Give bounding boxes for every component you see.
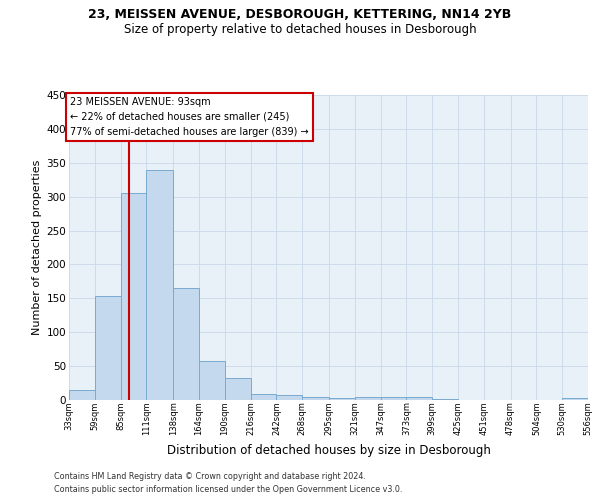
Bar	[95, 296, 121, 400]
Bar	[146, 170, 173, 400]
X-axis label: Distribution of detached houses by size in Desborough: Distribution of detached houses by size …	[167, 444, 490, 456]
Bar	[432, 398, 458, 400]
Bar	[380, 396, 406, 400]
Bar	[121, 194, 146, 400]
Text: Size of property relative to detached houses in Desborough: Size of property relative to detached ho…	[124, 22, 476, 36]
Bar	[173, 288, 199, 400]
Bar	[302, 396, 329, 400]
Bar	[355, 396, 380, 400]
Bar	[225, 378, 251, 400]
Text: Contains public sector information licensed under the Open Government Licence v3: Contains public sector information licen…	[54, 485, 403, 494]
Text: 23 MEISSEN AVENUE: 93sqm
← 22% of detached houses are smaller (245)
77% of semi-: 23 MEISSEN AVENUE: 93sqm ← 22% of detach…	[70, 97, 308, 136]
Text: Contains HM Land Registry data © Crown copyright and database right 2024.: Contains HM Land Registry data © Crown c…	[54, 472, 366, 481]
Bar	[69, 390, 95, 400]
Bar	[562, 398, 588, 400]
Text: 23, MEISSEN AVENUE, DESBOROUGH, KETTERING, NN14 2YB: 23, MEISSEN AVENUE, DESBOROUGH, KETTERIN…	[88, 8, 512, 20]
Y-axis label: Number of detached properties: Number of detached properties	[32, 160, 43, 335]
Bar	[251, 394, 277, 400]
Bar	[406, 396, 432, 400]
Bar	[329, 398, 355, 400]
Bar	[199, 362, 225, 400]
Bar	[277, 394, 302, 400]
